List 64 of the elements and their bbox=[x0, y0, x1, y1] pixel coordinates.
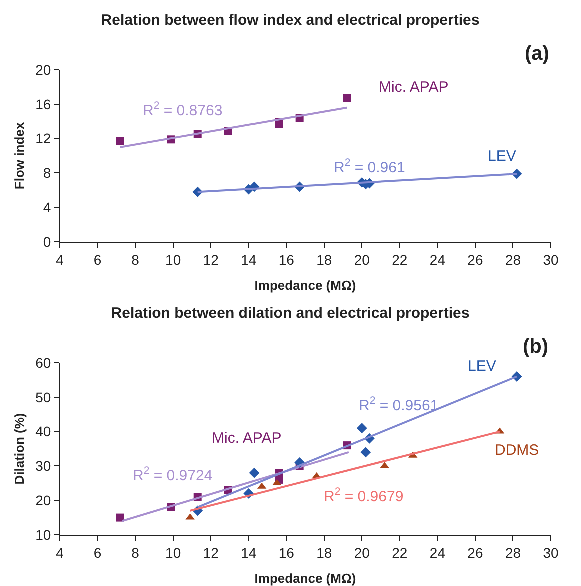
x-tick-label: 18 bbox=[316, 252, 332, 268]
x-tick-label: 20 bbox=[354, 544, 370, 561]
x-tick-label: 24 bbox=[430, 252, 446, 268]
y-tick-label: 4 bbox=[43, 200, 52, 216]
x-tick-label: 8 bbox=[132, 252, 140, 268]
x-tick-label: 22 bbox=[392, 252, 408, 268]
x-tick-label: 14 bbox=[241, 544, 257, 561]
x-tick-label: 6 bbox=[94, 544, 102, 561]
x-tick-label: 28 bbox=[505, 252, 522, 268]
chart-title: Relation between flow index and electrical properties bbox=[101, 12, 480, 30]
x-tick-label: 12 bbox=[203, 544, 220, 561]
point bbox=[249, 468, 260, 478]
point bbox=[116, 137, 124, 146]
series-label: DDMS bbox=[495, 442, 540, 459]
text: (a) bbox=[525, 43, 550, 65]
x-tick-label: 16 bbox=[278, 252, 295, 268]
series-label: Mic. APAP bbox=[212, 430, 282, 447]
y-axis-title: Dilation (%) bbox=[12, 413, 27, 485]
x-tick-label: 16 bbox=[278, 544, 295, 561]
series-label: R$^{2}$ = 0.9679 bbox=[324, 486, 404, 506]
x-tick-label: 6 bbox=[94, 252, 102, 268]
x-tick-label: 14 bbox=[241, 252, 257, 268]
x-tick-label: 10 bbox=[166, 544, 182, 561]
x-tick-label: 18 bbox=[316, 544, 332, 561]
x-tick-label: 30 bbox=[543, 544, 559, 561]
y-tick-label: 8 bbox=[43, 165, 52, 182]
x-tick-label: 26 bbox=[468, 252, 484, 268]
series-label: R$^{2}$ = 0.8763 bbox=[143, 100, 223, 120]
y-tick-label: 0 bbox=[43, 234, 52, 250]
x-tick-label: 10 bbox=[166, 252, 182, 268]
x-tick-label: 26 bbox=[468, 544, 484, 561]
y-tick-label: 20 bbox=[36, 62, 52, 78]
y-tick-label: 16 bbox=[36, 96, 52, 112]
x-tick-label: 20 bbox=[354, 252, 370, 268]
y-tick-label: 40 bbox=[36, 424, 52, 440]
y-tick-label: 20 bbox=[36, 492, 52, 508]
series-label: Mic. APAP bbox=[379, 79, 449, 96]
x-tick-label: 24 bbox=[430, 544, 446, 561]
x-tick-label: 8 bbox=[132, 544, 140, 561]
x-tick-label: 22 bbox=[392, 544, 408, 561]
chart-title: Relation between dilation and electrical properties bbox=[111, 305, 470, 322]
y-tick-label: 10 bbox=[36, 526, 52, 543]
y-tick-label: 50 bbox=[36, 389, 52, 406]
y-tick-label: 30 bbox=[36, 458, 52, 474]
x-tick-label: 4 bbox=[56, 252, 64, 268]
point bbox=[360, 447, 372, 458]
x-tick-label: 4 bbox=[56, 544, 64, 561]
series-label: R$^{2}$ = 0.961 bbox=[334, 157, 406, 176]
text: (b) bbox=[523, 336, 549, 358]
x-axis-title: Impedance (MΩ) bbox=[254, 571, 356, 586]
y-tick-label: 60 bbox=[36, 354, 52, 371]
x-axis-title: Impedance (MΩ) bbox=[254, 278, 356, 293]
y-tick-label: 12 bbox=[36, 130, 52, 147]
point bbox=[116, 514, 124, 522]
x-tick-label: 28 bbox=[505, 544, 522, 561]
series-label: LEV bbox=[488, 148, 516, 165]
x-tick-label: 12 bbox=[203, 252, 220, 268]
x-tick-label: 30 bbox=[543, 252, 559, 268]
series-label: R$^{2}$ = 0.9724 bbox=[133, 465, 213, 484]
series-label: LEV bbox=[468, 358, 496, 375]
y-axis-title: Flow index bbox=[12, 122, 27, 190]
point bbox=[343, 94, 352, 102]
point bbox=[356, 423, 368, 434]
series-label: R$^{2}$ = 0.9561 bbox=[359, 395, 439, 414]
